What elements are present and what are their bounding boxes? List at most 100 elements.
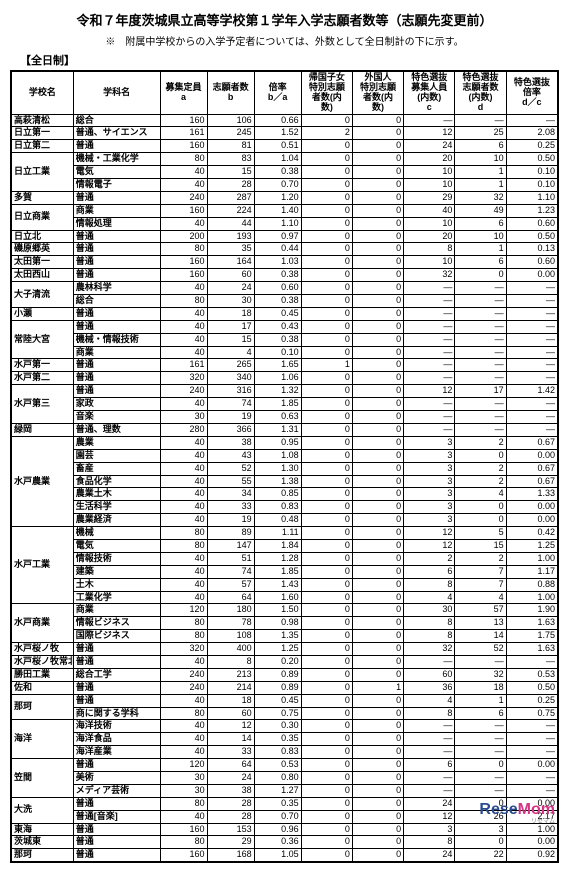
- cell-ratio: 1.08: [254, 449, 301, 462]
- cell-ret: 2: [301, 127, 352, 140]
- cell-for: 0: [352, 565, 403, 578]
- cell-dept: 商業: [73, 346, 160, 359]
- col-ret: 帰国子女特別志願者数(内数): [301, 71, 352, 114]
- cell-dc: 0.10: [506, 179, 558, 192]
- cell-dc: —: [506, 398, 558, 411]
- cell-d: 0: [455, 501, 506, 514]
- cell-b: 366: [207, 423, 254, 436]
- table-row: 商業4040.1000———: [11, 346, 558, 359]
- cell-a: 120: [160, 759, 207, 772]
- cell-d: 5: [455, 527, 506, 540]
- cell-dc: 0.00: [506, 759, 558, 772]
- cell-dc: 2.08: [506, 127, 558, 140]
- cell-a: 40: [160, 398, 207, 411]
- cell-dept: 総合: [73, 295, 160, 308]
- cell-a: 40: [160, 346, 207, 359]
- school-name: 水戸第二: [11, 372, 73, 385]
- cell-d: —: [455, 372, 506, 385]
- cell-ratio: 1.05: [254, 849, 301, 862]
- cell-for: 0: [352, 320, 403, 333]
- cell-ratio: 0.36: [254, 836, 301, 849]
- cell-d: 1: [455, 694, 506, 707]
- cell-c: —: [404, 720, 455, 733]
- cell-b: 15: [207, 166, 254, 179]
- cell-b: 28: [207, 810, 254, 823]
- table-row: 商に関する学科80600.7500860.75: [11, 707, 558, 720]
- cell-dc: 1.00: [506, 552, 558, 565]
- table-row: 普通[音楽]40280.700012262.17: [11, 810, 558, 823]
- cell-a: 40: [160, 179, 207, 192]
- cell-dc: 0.25: [506, 140, 558, 153]
- cell-d: 1: [455, 243, 506, 256]
- cell-c: 3: [404, 462, 455, 475]
- col-for: 外国人特別志願者数(内数): [352, 71, 403, 114]
- cell-b: 74: [207, 565, 254, 578]
- cell-dept: 普通: [73, 230, 160, 243]
- cell-d: 6: [455, 217, 506, 230]
- cell-c: 60: [404, 668, 455, 681]
- cell-ret: 0: [301, 746, 352, 759]
- cell-ret: 0: [301, 372, 352, 385]
- cell-ratio: 0.75: [254, 707, 301, 720]
- cell-b: 15: [207, 333, 254, 346]
- cell-ret: 0: [301, 552, 352, 565]
- cell-d: —: [455, 733, 506, 746]
- school-name: 日立北: [11, 230, 73, 243]
- cell-dept: 情報ビジネス: [73, 617, 160, 630]
- cell-ratio: 1.28: [254, 552, 301, 565]
- cell-ret: 0: [301, 436, 352, 449]
- cell-dc: 0.67: [506, 462, 558, 475]
- cell-ratio: 1.65: [254, 359, 301, 372]
- cell-dept: メディア芸術: [73, 784, 160, 797]
- cell-a: 40: [160, 333, 207, 346]
- cell-c: 10: [404, 179, 455, 192]
- table-row: 生活科学40330.8300300.00: [11, 501, 558, 514]
- cell-a: 120: [160, 604, 207, 617]
- cell-b: 224: [207, 204, 254, 217]
- cell-dc: 1.00: [506, 591, 558, 604]
- cell-a: 160: [160, 823, 207, 836]
- cell-ratio: 1.04: [254, 153, 301, 166]
- cell-c: 8: [404, 617, 455, 630]
- school-name: 緑岡: [11, 423, 73, 436]
- cell-d: —: [455, 114, 506, 127]
- cell-ret: 0: [301, 488, 352, 501]
- cell-for: 0: [352, 630, 403, 643]
- cell-dept: 美術: [73, 771, 160, 784]
- cell-ret: 0: [301, 668, 352, 681]
- cell-ratio: 0.38: [254, 295, 301, 308]
- cell-d: 4: [455, 488, 506, 501]
- cell-a: 40: [160, 694, 207, 707]
- cell-a: 80: [160, 836, 207, 849]
- cell-a: 160: [160, 256, 207, 269]
- school-name: 高萩清松: [11, 114, 73, 127]
- cell-a: 40: [160, 436, 207, 449]
- cell-b: 12: [207, 720, 254, 733]
- cell-dept: 農林科学: [73, 282, 160, 295]
- table-row: 電気801471.840012151.25: [11, 539, 558, 552]
- table-row: 水戸第三普通2403161.320012171.42: [11, 385, 558, 398]
- cell-dept: 情報電子: [73, 179, 160, 192]
- cell-ratio: 0.95: [254, 436, 301, 449]
- cell-dept: 機械: [73, 527, 160, 540]
- cell-ratio: 1.20: [254, 191, 301, 204]
- cell-for: 0: [352, 591, 403, 604]
- cell-dc: 0.00: [506, 836, 558, 849]
- cell-a: 40: [160, 552, 207, 565]
- cell-a: 40: [160, 462, 207, 475]
- cell-d: —: [455, 423, 506, 436]
- cell-ratio: 1.32: [254, 385, 301, 398]
- cell-ret: 0: [301, 591, 352, 604]
- cell-c: 8: [404, 836, 455, 849]
- cell-b: 245: [207, 127, 254, 140]
- cell-d: —: [455, 746, 506, 759]
- col-ratio: 倍率b／a: [254, 71, 301, 114]
- table-row: 食品化学40551.3800320.67: [11, 475, 558, 488]
- cell-a: 40: [160, 591, 207, 604]
- table-row: 小瀬普通40180.4500———: [11, 307, 558, 320]
- cell-b: 78: [207, 617, 254, 630]
- cell-dc: 0.60: [506, 217, 558, 230]
- cell-dc: —: [506, 655, 558, 668]
- cell-c: 6: [404, 759, 455, 772]
- cell-b: 89: [207, 527, 254, 540]
